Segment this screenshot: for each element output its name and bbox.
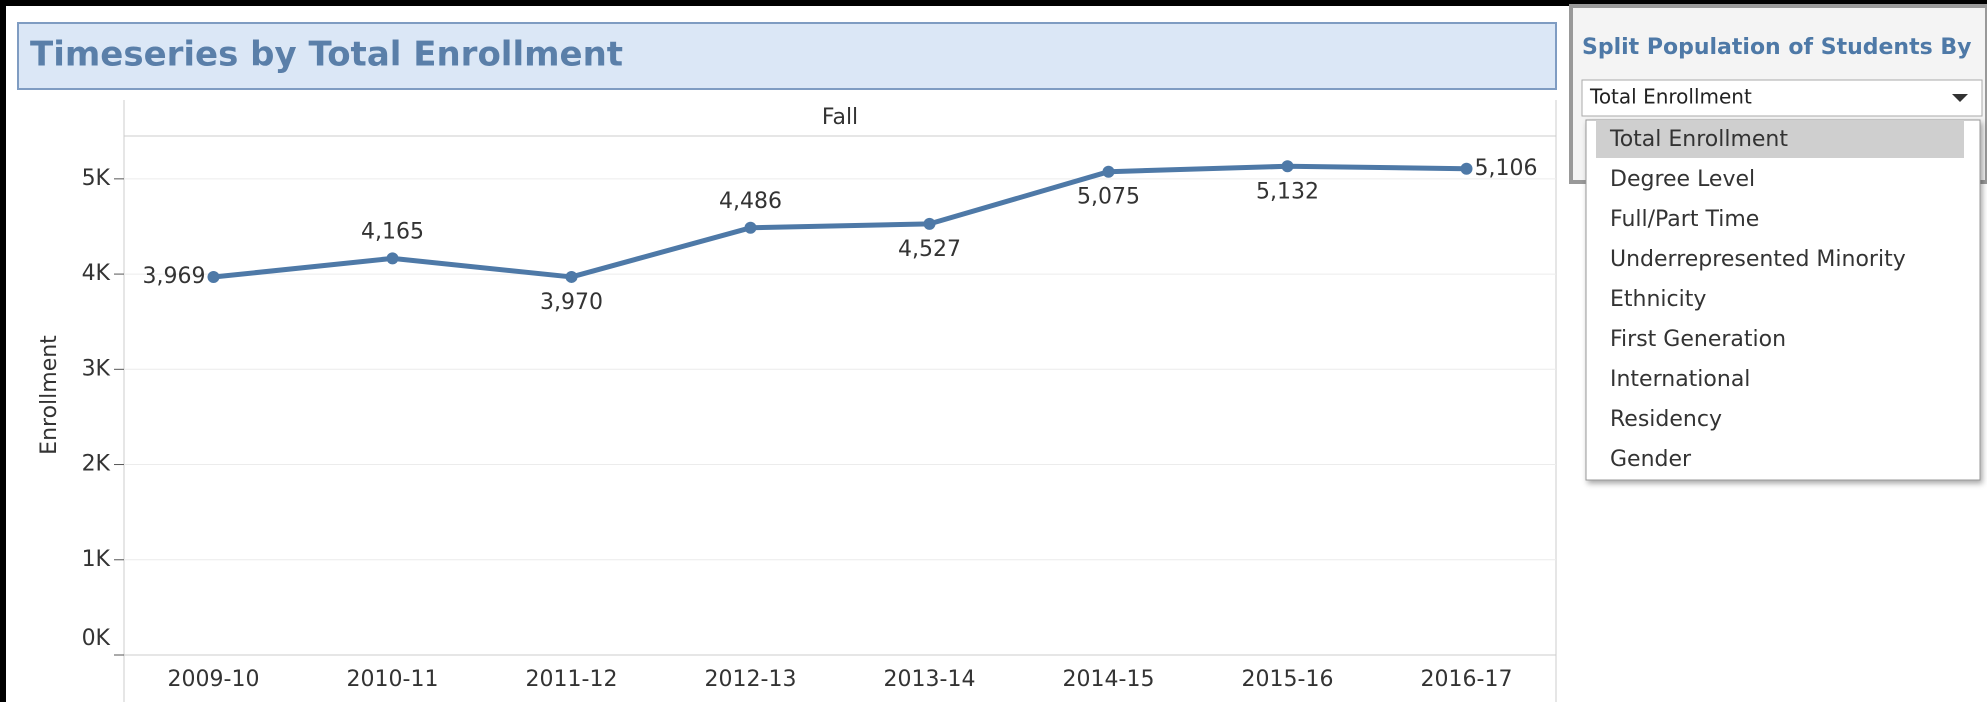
x-tick-label: 2016-17 [1421,667,1513,692]
data-label: 4,165 [361,219,424,244]
y-tick-label: 4K [82,261,111,286]
dropdown-option[interactable]: Ethnicity [1610,287,1706,312]
x-tick-label: 2013-14 [884,667,976,692]
data-label: 3,969 [143,264,206,289]
data-label: 5,132 [1256,179,1319,204]
y-axis-label: Enrollment [37,335,62,455]
dropdown-option[interactable]: Degree Level [1610,167,1755,192]
dropdown-option[interactable]: Residency [1610,407,1722,432]
data-label: 4,486 [719,189,782,214]
dropdown-option[interactable]: Gender [1610,447,1692,472]
chart-title: Timeseries by Total Enrollment [30,35,623,75]
y-tick-label: 1K [82,547,111,572]
x-tick-label: 2014-15 [1063,667,1155,692]
point [744,221,757,234]
dropdown-option[interactable]: First Generation [1610,327,1786,352]
y-tick-label: 0K [82,626,111,651]
dropdown-option[interactable]: Underrepresented Minority [1610,247,1906,272]
data-label: 5,106 [1475,156,1538,181]
point [923,217,936,230]
dropdown-arrow[interactable] [1952,94,1968,102]
x-tick-label: 2011-12 [526,667,618,692]
point [565,270,578,283]
pane-header: Fall [822,105,858,130]
point [386,252,399,265]
point [207,271,220,284]
option-highlight [1596,120,1964,158]
x-tick-label: 2012-13 [705,667,797,692]
x-tick-label: 2010-11 [347,667,439,692]
x-tick-label: 2015-16 [1242,667,1334,692]
point [1460,162,1473,175]
y-tick-label: 5K [82,166,111,191]
point [1281,160,1294,173]
data-label: 4,527 [898,237,961,262]
dropdown-option[interactable]: Full/Part Time [1610,207,1759,232]
point [1102,165,1115,178]
dropdown-option[interactable]: International [1610,367,1750,392]
title-bar [17,22,1557,90]
dropdown-value[interactable]: Total Enrollment [1589,85,1752,109]
filter-title: Split Population of Students By [1582,35,1971,60]
x-tick-label: 2009-10 [168,667,260,692]
y-tick-label: 2K [82,452,111,477]
dropdown[interactable] [1581,79,1983,117]
y-tick-label: 3K [82,356,111,381]
data-label: 3,970 [540,290,603,315]
dropdown-option[interactable]: Total Enrollment [1609,127,1788,152]
data-label: 5,075 [1077,185,1140,210]
line [213,163,1467,280]
